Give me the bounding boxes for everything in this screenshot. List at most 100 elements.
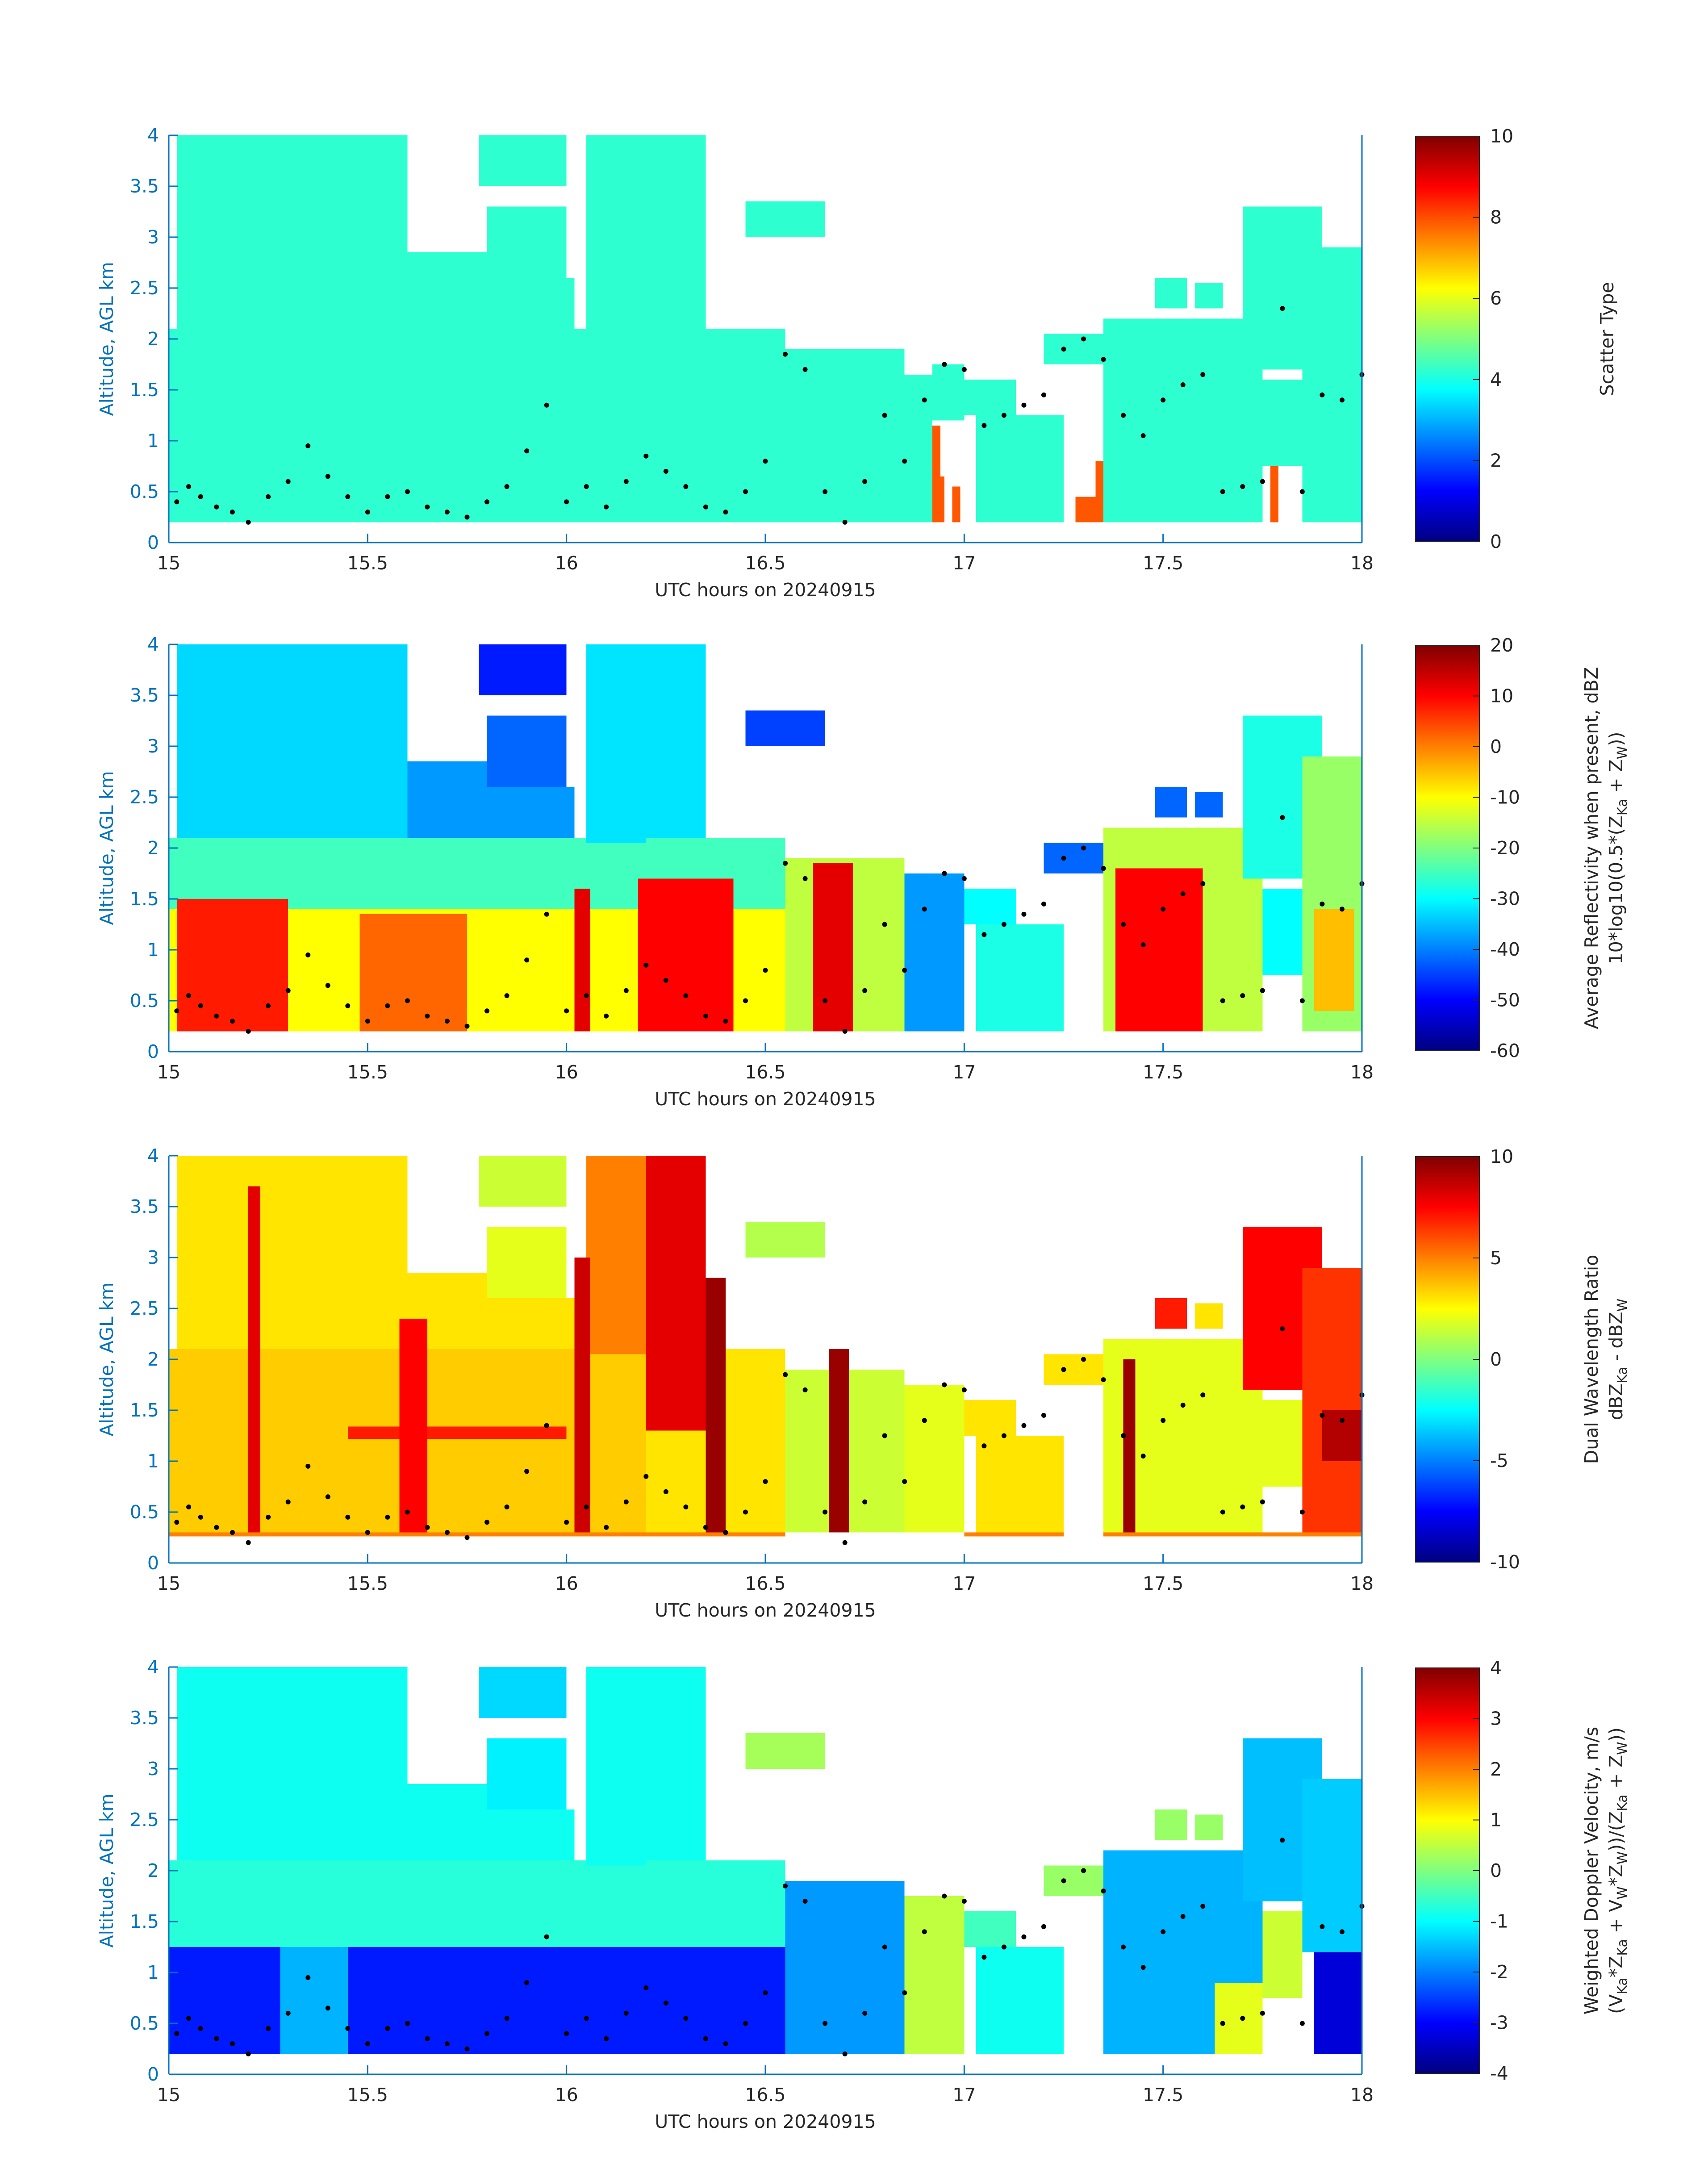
marker-point bbox=[1061, 1367, 1066, 1372]
marker-point bbox=[444, 510, 450, 515]
marker-point bbox=[902, 1990, 907, 1996]
heatmap-cell bbox=[829, 1349, 849, 1533]
marker-point bbox=[1121, 922, 1126, 927]
colorbar-tick-label: -50 bbox=[1490, 990, 1520, 1011]
heatmap-cell bbox=[1075, 497, 1100, 522]
marker-point bbox=[444, 1019, 450, 1024]
y-tick-label: 2.5 bbox=[130, 786, 159, 808]
heatmap-cell bbox=[169, 1947, 785, 2054]
marker-point bbox=[285, 1499, 291, 1504]
marker-point bbox=[1121, 413, 1126, 418]
marker-point bbox=[802, 876, 808, 881]
y-tick-label: 3 bbox=[147, 735, 159, 757]
heatmap-cell bbox=[399, 1318, 427, 1533]
marker-point bbox=[266, 494, 271, 499]
marker-point bbox=[961, 876, 967, 881]
x-tick-label: 15.5 bbox=[347, 552, 388, 574]
y-tick-label: 4 bbox=[147, 634, 159, 655]
formula-subscript: Ka bbox=[1615, 1794, 1630, 1811]
marker-point bbox=[405, 489, 410, 494]
x-tick-label: 16 bbox=[555, 1061, 578, 1083]
colorbar-tick-label: -3 bbox=[1490, 2012, 1508, 2034]
marker-point bbox=[862, 1499, 868, 1504]
y-tick-label: 2.5 bbox=[130, 1809, 159, 1830]
marker-point bbox=[1339, 907, 1345, 912]
marker-point bbox=[882, 1944, 887, 1950]
marker-point bbox=[266, 2026, 271, 2031]
colorbar-label-formula: (VKa*ZKa + VW*ZW))/(ZKa + ZW)) bbox=[1605, 1727, 1630, 2014]
heatmap bbox=[169, 1667, 1362, 2054]
heatmap-cell bbox=[638, 878, 734, 1032]
heatmap-cell bbox=[1314, 1952, 1362, 2054]
marker-point bbox=[942, 362, 947, 367]
heatmap-cell bbox=[1302, 1779, 1362, 1952]
marker-point bbox=[1101, 1889, 1106, 1894]
heatmap-cell bbox=[1103, 1532, 1362, 1537]
marker-point bbox=[365, 2041, 370, 2047]
y-tick-label: 1.5 bbox=[130, 1911, 159, 1932]
formula-part: dBZ bbox=[1605, 1383, 1627, 1420]
heatmap-cell bbox=[1155, 787, 1187, 818]
heatmap-cell bbox=[1115, 868, 1203, 1032]
heatmap-cell bbox=[1262, 889, 1303, 975]
marker-point bbox=[981, 932, 987, 937]
colorbar-tick-label: -10 bbox=[1490, 787, 1520, 808]
x-axis-label: UTC hours on 20240915 bbox=[655, 1088, 876, 1110]
marker-point bbox=[1260, 2010, 1265, 2016]
y-tick-label: 1.5 bbox=[130, 1400, 159, 1421]
marker-point bbox=[325, 474, 330, 479]
marker-point bbox=[174, 499, 180, 505]
colorbar-tick-label: -2 bbox=[1490, 1961, 1508, 1983]
marker-point bbox=[325, 983, 330, 988]
marker-point bbox=[723, 1530, 728, 1535]
formula-part: ))/(Z bbox=[1605, 1811, 1627, 1851]
x-tick-label: 15 bbox=[157, 2084, 180, 2106]
y-tick-label: 2.5 bbox=[130, 1298, 159, 1319]
marker-point bbox=[1299, 998, 1305, 1003]
x-tick-label: 17 bbox=[952, 1061, 976, 1083]
marker-point bbox=[1140, 1454, 1146, 1459]
y-tick-label: 4 bbox=[147, 1656, 159, 1678]
marker-point bbox=[544, 1934, 549, 1939]
marker-point bbox=[1299, 1509, 1305, 1515]
marker-point bbox=[1320, 392, 1325, 397]
colorbar-label: Scatter Type bbox=[1596, 282, 1618, 396]
heatmap-cell bbox=[176, 135, 408, 329]
marker-point bbox=[174, 1008, 180, 1014]
marker-point bbox=[1061, 1878, 1066, 1884]
x-tick-label: 16 bbox=[555, 1573, 578, 1594]
heatmap-cell bbox=[248, 1186, 260, 1533]
heatmap-cell bbox=[745, 1733, 825, 1769]
heatmap-cell bbox=[479, 1156, 567, 1207]
heatmap-cell bbox=[976, 1436, 1064, 1533]
colorbar-tick-label: -10 bbox=[1490, 1551, 1520, 1573]
heatmap-cell bbox=[1262, 1400, 1303, 1487]
heatmap-cell bbox=[964, 1532, 1064, 1537]
marker-point bbox=[214, 2036, 219, 2041]
heatmap-cell bbox=[1302, 247, 1362, 522]
marker-point bbox=[385, 1514, 390, 1520]
marker-point bbox=[365, 1530, 370, 1535]
marker-point bbox=[1001, 922, 1006, 927]
x-tick-label: 15.5 bbox=[347, 1061, 388, 1083]
y-tick-label: 1.5 bbox=[130, 379, 159, 401]
x-tick-label: 17.5 bbox=[1143, 552, 1183, 574]
marker-point bbox=[604, 504, 609, 510]
heatmap-cell bbox=[646, 329, 785, 522]
marker-point bbox=[802, 367, 808, 372]
heatmap-cell bbox=[176, 1667, 408, 1861]
y-axis-label: Altitude, AGL km bbox=[96, 771, 117, 925]
marker-point bbox=[783, 1883, 788, 1889]
heatmap-cell bbox=[932, 425, 940, 522]
marker-point bbox=[743, 998, 748, 1003]
heatmap-cell bbox=[745, 710, 825, 746]
marker-point bbox=[1200, 1904, 1206, 1909]
marker-point bbox=[783, 861, 788, 866]
x-tick-label: 18 bbox=[1350, 1573, 1374, 1594]
marker-point bbox=[305, 952, 311, 957]
marker-point bbox=[643, 453, 649, 459]
marker-point bbox=[230, 510, 235, 515]
marker-point bbox=[1339, 1418, 1345, 1423]
marker-point bbox=[981, 1955, 987, 1960]
y-tick-label: 0.5 bbox=[130, 481, 159, 502]
